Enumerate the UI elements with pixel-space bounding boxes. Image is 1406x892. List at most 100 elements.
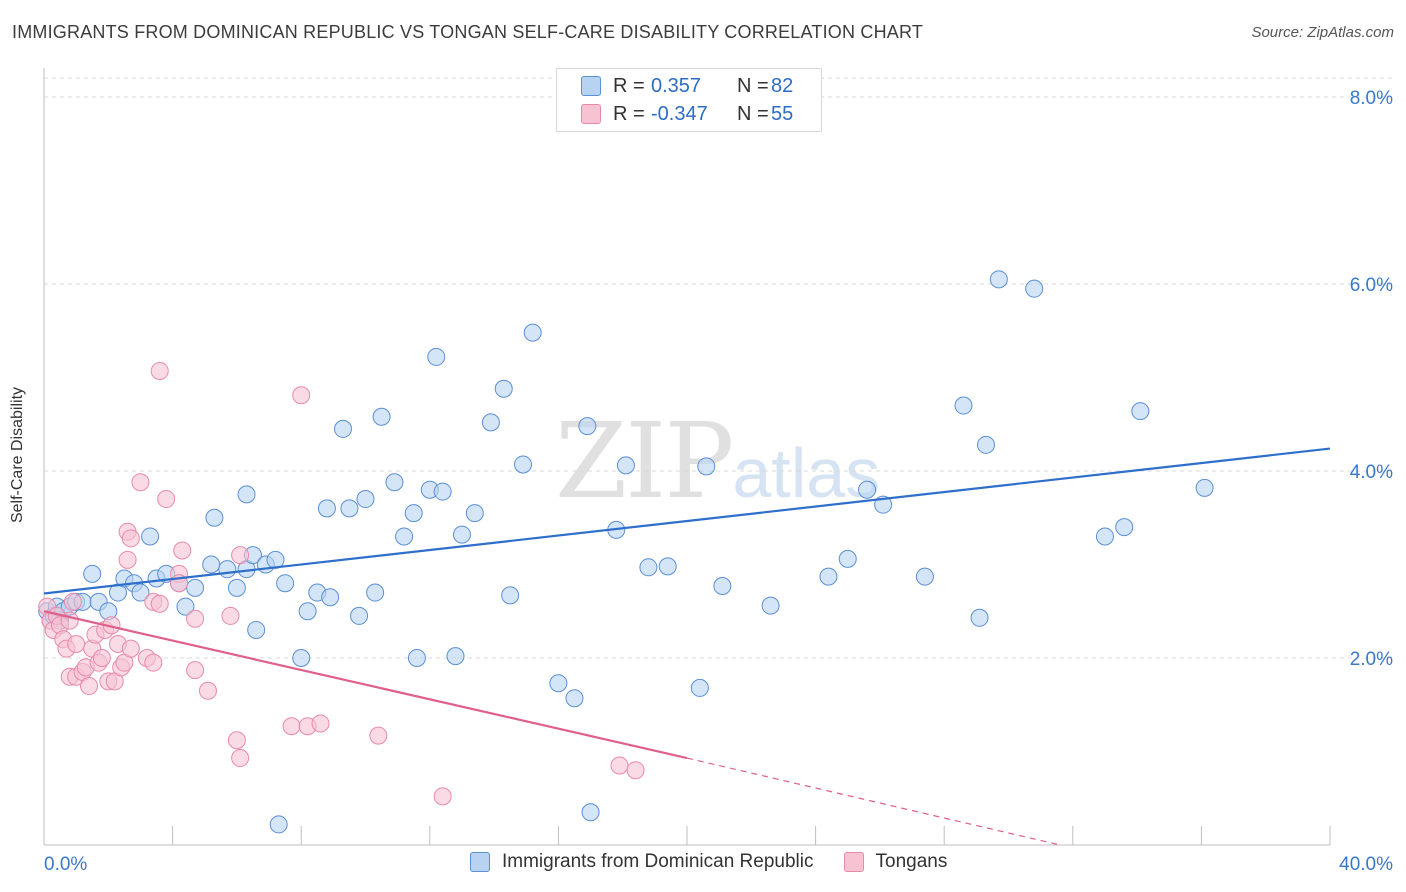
dominican-point [658, 557, 677, 576]
tongan-point [227, 731, 246, 750]
dominican-point [350, 606, 369, 625]
dominican-point [819, 567, 838, 586]
dominican-point [340, 499, 359, 518]
tongan-point [369, 726, 388, 745]
x-tick-label: 40.0% [1339, 854, 1393, 875]
dominican-point [186, 578, 205, 597]
tongan-trendline [43, 610, 688, 760]
dominican-point [481, 413, 500, 432]
dominican-point [501, 586, 520, 605]
dominican-point [276, 574, 295, 593]
dominican-point [452, 525, 471, 544]
dominican-point [395, 527, 414, 546]
tongan-point [198, 681, 217, 700]
tongan-point [118, 550, 137, 569]
dominican-point [565, 689, 584, 708]
dominican-point [247, 620, 266, 639]
tongan-point [231, 749, 250, 768]
y-tick-label: 4.0% [1350, 462, 1393, 483]
chart-title: IMMIGRANTS FROM DOMINICAN REPUBLIC VS TO… [12, 22, 924, 42]
tongan-point [157, 490, 176, 509]
tongan-point [282, 717, 301, 736]
dominican-point [549, 674, 568, 693]
tongan-point [150, 594, 169, 613]
dominican-point [372, 407, 391, 426]
dominican-point [218, 560, 237, 579]
dominican-point [292, 649, 311, 667]
legend-r-value: -0.347 [651, 102, 708, 125]
tongan-point [231, 546, 250, 565]
source-label: Source: ZipAtlas.com [1251, 24, 1394, 41]
tongan-point [433, 787, 452, 806]
y-tick-label: 2.0% [1350, 649, 1393, 670]
dominican-point [333, 419, 352, 438]
dominican-point [1095, 527, 1114, 546]
dominican-point [176, 597, 195, 616]
tongan-point [63, 592, 82, 611]
dominican-point [1025, 279, 1044, 298]
series-swatch-blue [470, 852, 490, 872]
dominican-point [205, 508, 224, 527]
tongan-point [311, 714, 330, 733]
tongan-point [121, 639, 140, 658]
dominican-point [427, 347, 446, 366]
tongan-point [150, 361, 169, 380]
dominican-point [404, 504, 423, 523]
correlation-legend: R = 0.357 N = 82 R = -0.347 N = 55 [556, 68, 822, 132]
dominican-point [1195, 478, 1214, 497]
tongan-trendline-extension [686, 757, 1061, 846]
tongan-point [131, 473, 150, 492]
tongan-point [173, 541, 192, 560]
legend-n-label: N = [737, 74, 769, 97]
dominican-trendline [43, 447, 1331, 595]
dominican-point [269, 815, 288, 834]
legend-swatch-blue [581, 76, 601, 96]
dominican-point [407, 649, 426, 667]
legend-r-value: 0.357 [651, 74, 702, 97]
dominican-point [761, 596, 780, 615]
dominican-point [465, 504, 484, 523]
legend-n-value: 55 [771, 102, 794, 125]
dominican-point [1131, 402, 1150, 421]
dominican-point [954, 396, 973, 415]
dominican-point [523, 323, 542, 342]
dominican-point [494, 379, 513, 398]
tongan-point [610, 756, 629, 775]
dominican-point [858, 480, 877, 499]
dominican-point [83, 564, 102, 583]
legend-row-tongan: R = -0.347 N = 55 [581, 100, 793, 128]
dominican-point [237, 485, 256, 504]
dominican-point [366, 583, 385, 602]
dominican-point [578, 417, 597, 436]
tongan-point [121, 529, 140, 548]
dominican-point [514, 455, 533, 474]
dominican-point [356, 490, 375, 509]
dominican-point [317, 499, 336, 518]
series-swatch-pink [843, 852, 864, 872]
dominican-point [202, 555, 221, 574]
series-legend-tongan: Tongans [843, 851, 948, 873]
y-tick-label: 6.0% [1350, 275, 1393, 296]
legend-n-label: N = [737, 102, 769, 125]
dominican-point [446, 647, 465, 666]
x-tick-label: 0.0% [44, 854, 87, 875]
series-label-tongan: Tongans [875, 851, 948, 872]
tongan-point [186, 609, 205, 628]
tongan-point [144, 653, 163, 672]
dominican-point [976, 435, 995, 454]
dominican-point [915, 567, 934, 586]
legend-swatch-pink [581, 104, 601, 124]
legend-r-label: R = [613, 74, 645, 97]
tongan-point [80, 677, 99, 696]
tongan-point [92, 649, 111, 667]
dominican-point [1115, 518, 1134, 537]
dominican-point [970, 608, 989, 627]
legend-r-label: R = [613, 102, 645, 125]
dominican-point [385, 473, 404, 492]
dominican-point [697, 457, 716, 476]
dominican-point [616, 456, 635, 475]
tongan-point [221, 606, 240, 625]
dominican-point [321, 588, 340, 607]
dominican-point [690, 678, 709, 697]
